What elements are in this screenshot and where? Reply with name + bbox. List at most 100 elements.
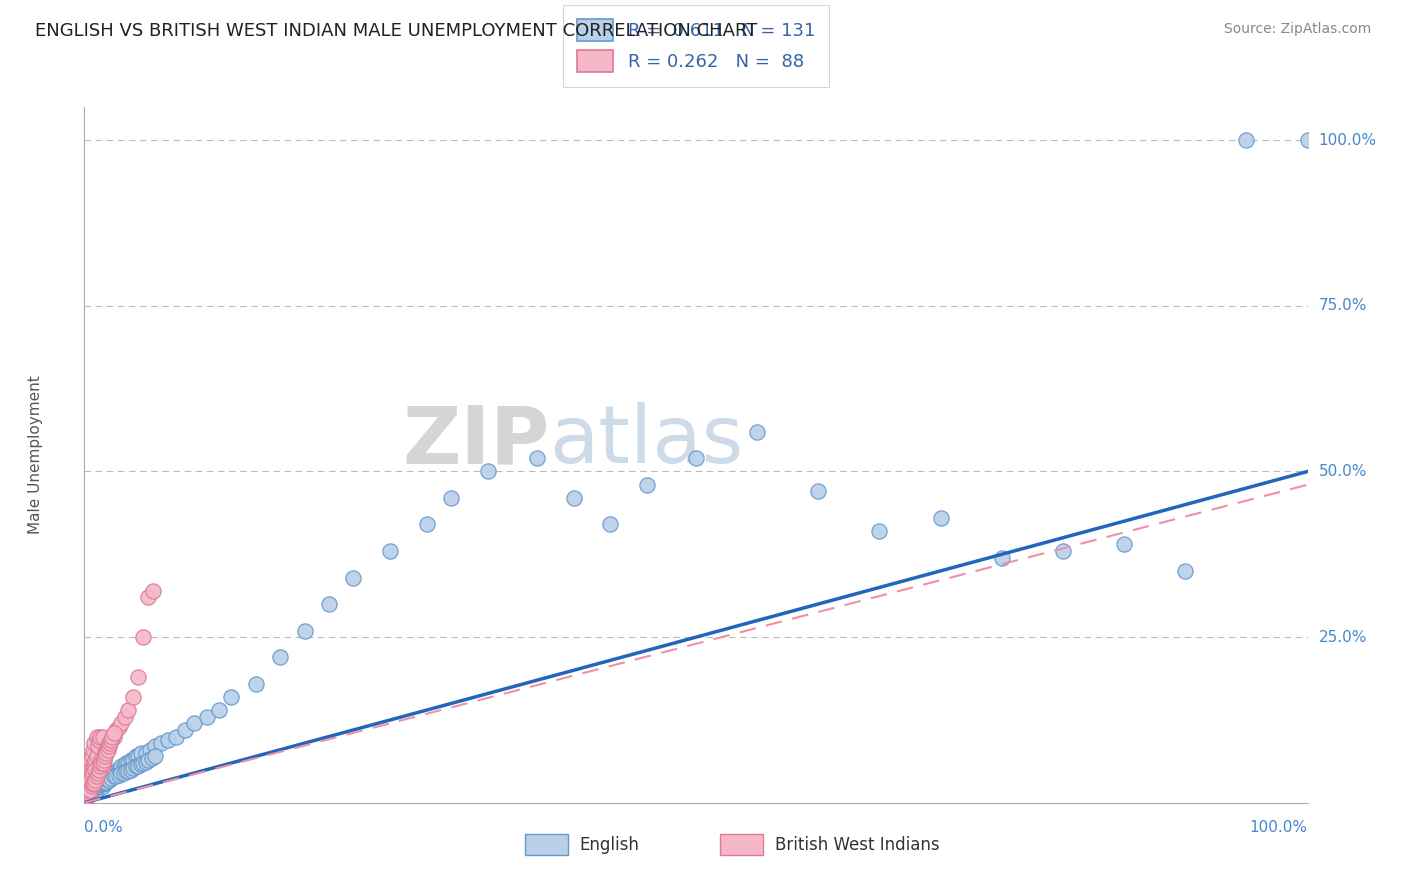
Point	[76, 769, 98, 783]
Point	[135, 746, 157, 760]
Point	[76, 779, 98, 793]
Point	[107, 720, 129, 734]
Point	[82, 759, 104, 773]
Point	[125, 759, 148, 773]
Point	[105, 766, 128, 780]
Point	[82, 782, 104, 797]
Point	[76, 786, 98, 800]
Point	[86, 766, 108, 780]
Point	[112, 759, 135, 773]
Point	[77, 788, 100, 802]
Point	[75, 782, 97, 797]
Point	[150, 736, 173, 750]
Point	[110, 766, 132, 780]
Point	[127, 759, 149, 773]
Point	[294, 624, 316, 638]
Point	[98, 736, 121, 750]
Point	[91, 759, 114, 773]
Point	[76, 782, 98, 797]
Point	[84, 763, 107, 777]
Point	[87, 779, 110, 793]
Point	[97, 772, 120, 787]
Point	[440, 491, 463, 505]
Text: Male Unemployment: Male Unemployment	[28, 376, 44, 534]
Point	[101, 769, 124, 783]
Point	[97, 772, 120, 787]
Point	[342, 570, 364, 584]
Text: British West Indians: British West Indians	[776, 836, 941, 854]
Point	[82, 766, 104, 780]
Point	[80, 779, 103, 793]
Point	[143, 739, 166, 754]
Point	[84, 782, 107, 797]
Point	[104, 766, 127, 780]
Point	[86, 749, 108, 764]
Point	[93, 776, 115, 790]
Point	[477, 465, 499, 479]
Point	[77, 779, 100, 793]
Point	[100, 732, 122, 747]
Point	[141, 750, 163, 764]
Point	[82, 779, 104, 793]
Point	[122, 753, 145, 767]
Text: English: English	[579, 836, 640, 854]
Point	[991, 550, 1014, 565]
Point	[76, 776, 98, 790]
Point	[136, 591, 159, 605]
Point	[77, 772, 100, 787]
FancyBboxPatch shape	[720, 834, 763, 855]
Point	[110, 716, 132, 731]
Text: atlas: atlas	[550, 402, 744, 480]
Point	[79, 782, 101, 797]
Point	[79, 779, 101, 793]
Point	[80, 769, 103, 783]
Point	[90, 776, 112, 790]
Point	[98, 769, 121, 783]
Point	[112, 766, 135, 780]
Point	[1174, 564, 1197, 578]
Point	[93, 753, 115, 767]
Point	[89, 776, 111, 790]
Point	[685, 451, 707, 466]
Point	[87, 732, 110, 747]
Point	[807, 484, 830, 499]
Point	[869, 524, 891, 538]
Point	[599, 517, 621, 532]
Point	[115, 764, 138, 778]
Point	[80, 786, 103, 800]
Point	[75, 782, 97, 797]
Point	[83, 736, 105, 750]
Point	[97, 772, 120, 787]
Point	[108, 763, 131, 777]
Point	[129, 757, 152, 772]
Point	[86, 782, 108, 797]
Point	[75, 786, 97, 800]
Point	[93, 753, 115, 767]
Point	[76, 789, 98, 804]
Point	[83, 779, 105, 793]
Point	[77, 782, 100, 797]
Point	[139, 743, 162, 757]
Text: 75.0%: 75.0%	[1319, 298, 1367, 313]
Point	[80, 763, 103, 777]
Point	[87, 776, 110, 790]
Point	[87, 779, 110, 793]
Point	[83, 776, 105, 790]
Point	[75, 772, 97, 787]
Point	[105, 769, 128, 783]
Point	[103, 726, 125, 740]
Point	[77, 759, 100, 773]
Point	[84, 772, 107, 787]
Point	[636, 477, 658, 491]
Text: 100.0%: 100.0%	[1319, 133, 1376, 148]
Point	[97, 739, 120, 754]
Point	[380, 544, 402, 558]
Point	[91, 776, 114, 790]
Point	[79, 786, 101, 800]
Point	[87, 779, 110, 793]
Point	[101, 730, 124, 744]
Point	[96, 743, 118, 757]
Point	[245, 676, 267, 690]
Point	[77, 776, 100, 790]
Point	[89, 756, 111, 770]
